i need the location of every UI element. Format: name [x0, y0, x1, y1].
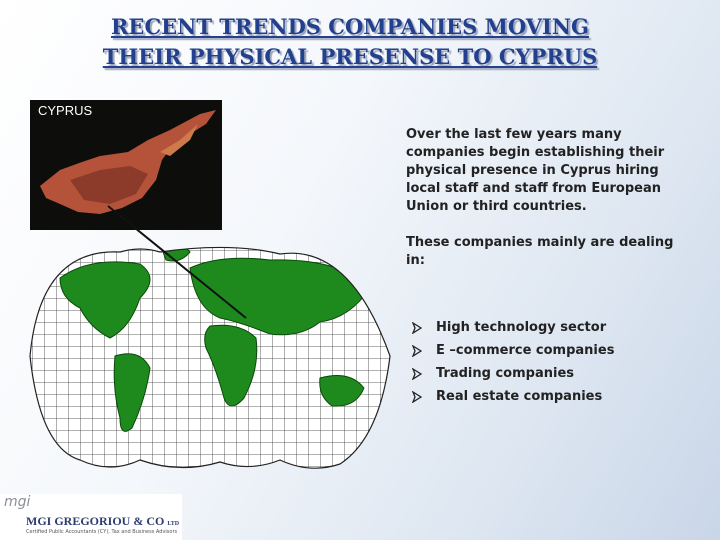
logo-suffix: LTD: [167, 521, 180, 527]
world-map: [29, 246, 391, 469]
bullet-arrow: [412, 321, 422, 334]
paragraph: Over the last few years many companies be…: [406, 126, 716, 216]
logo-name: MGI GREGORIOU & CO LTD: [26, 514, 179, 529]
bullet-arrow: [412, 367, 422, 380]
bullet-item: E –commerce companies: [412, 339, 614, 362]
cyprus-image: CYPRUS: [30, 100, 222, 230]
bullet-item: Real estate companies: [412, 385, 614, 408]
bullet-text: Trading companies: [436, 366, 574, 381]
bullet-arrow: [412, 390, 422, 403]
bullet-list: High technology sector E –commerce compan…: [412, 316, 614, 408]
title: RECENT TRENDS COMPANIES MOVING THEIR PHY…: [0, 12, 700, 72]
bullet-text: High technology sector: [436, 320, 607, 335]
paragraph: These companies mainly are dealing in:: [406, 234, 716, 270]
paragraph-line: Over the last few years many: [406, 127, 622, 142]
paragraph-line: Union or third countries.: [406, 199, 587, 214]
cyprus-island: [40, 110, 216, 214]
paragraph-line: companies begin establishing their: [406, 145, 665, 160]
bullet-item: Trading companies: [412, 362, 614, 385]
bullet-arrow: [412, 344, 422, 357]
logo: mgi MGI GREGORIOU & CO LTD Certified Publ…: [0, 494, 182, 540]
paragraph-line: physical presence in Cyprus hiring: [406, 163, 659, 178]
logo-tagline: Certified Public Accountants (CY), Tax a…: [26, 529, 178, 535]
logo-mark: mgi: [4, 494, 31, 510]
paragraph-line: in:: [406, 253, 425, 268]
text-block: Over the last few years many companies be…: [406, 126, 716, 288]
bullet-text: E –commerce companies: [436, 343, 615, 358]
logo-name-text: MGI GREGORIOU & CO: [26, 514, 165, 528]
title-line: THEIR PHYSICAL PRESENSE TO CYPRUS: [102, 44, 598, 69]
paragraph-line: These companies mainly are dealing: [406, 235, 674, 250]
bullet-item: High technology sector: [412, 316, 614, 339]
paragraph-line: local staff and staff from European: [406, 181, 661, 196]
image-label: CYPRUS: [38, 103, 93, 118]
title-line: RECENT TRENDS COMPANIES MOVING: [110, 14, 589, 39]
bullet-text: Real estate companies: [436, 389, 603, 404]
